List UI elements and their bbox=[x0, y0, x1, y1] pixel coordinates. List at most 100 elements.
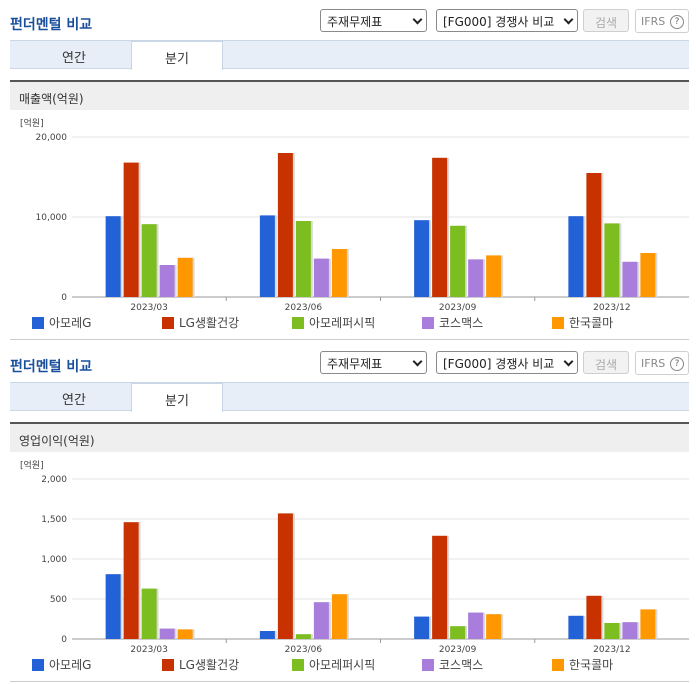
metric-title: 매출액(억원) bbox=[19, 92, 84, 106]
tab-annual[interactable]: 연간 bbox=[62, 393, 86, 408]
bar bbox=[331, 594, 347, 639]
legend-item[interactable]: 코스맥스 bbox=[422, 656, 483, 672]
peer-group-value: [FG000] 경쟁사 비교 bbox=[443, 357, 555, 371]
legend-swatch bbox=[422, 317, 434, 329]
chevron-down-icon bbox=[563, 14, 574, 25]
bar bbox=[468, 259, 484, 297]
bar bbox=[259, 631, 275, 639]
panel-title: 펀더멘털 비교 bbox=[10, 17, 93, 33]
y-tick-label: 0 bbox=[61, 293, 67, 303]
x-tick-label: 2023/06 bbox=[285, 303, 323, 312]
period-tabs: 연간 분기 bbox=[10, 40, 689, 70]
chart-area: [억원] 0 10,000 20,000 2023/03 2023/06 2023/09 20… bbox=[10, 112, 689, 340]
x-tick-label: 2023/09 bbox=[439, 303, 477, 312]
tab-quarterly[interactable]: 분기 bbox=[131, 41, 223, 70]
chevron-down-icon bbox=[412, 356, 423, 367]
legend-label: 코스맥스 bbox=[439, 658, 484, 672]
panel-title: 펀더멘털 비교 bbox=[10, 359, 93, 375]
bar bbox=[177, 629, 193, 639]
legend-label: LG생활건강 bbox=[179, 658, 240, 672]
legend-item[interactable]: LG생활건강 bbox=[162, 314, 239, 330]
legend-label: LG생활건강 bbox=[179, 316, 240, 330]
ifrs-button[interactable]: IFRS ? bbox=[635, 9, 689, 33]
search-button[interactable]: 검색 bbox=[583, 9, 629, 32]
y-tick-label: 1,000 bbox=[41, 555, 67, 565]
bar bbox=[432, 535, 448, 639]
bar bbox=[313, 602, 329, 639]
bar bbox=[123, 522, 139, 639]
x-tick-label: 2023/09 bbox=[439, 645, 477, 654]
metric-header: 영업이익(억원) bbox=[10, 422, 689, 452]
bar-chart: [억원] 0 10,000 20,000 2023/03 2023/06 2023/09 20… bbox=[20, 117, 689, 313]
bar bbox=[450, 626, 466, 639]
legend-swatch bbox=[32, 659, 44, 671]
panel-toolbar: 펀더멘털 비교 주재무제표 [FG000] 경쟁사 비교 검색 IFRS ? bbox=[0, 0, 696, 40]
bar bbox=[141, 224, 157, 297]
bar bbox=[640, 609, 656, 639]
legend-swatch bbox=[552, 659, 564, 671]
bar bbox=[432, 157, 448, 297]
bar bbox=[568, 615, 584, 639]
legend-item[interactable]: 아모레퍼시픽 bbox=[292, 314, 375, 330]
x-tick-label: 2023/12 bbox=[593, 645, 630, 654]
bar bbox=[622, 261, 638, 297]
legend-item[interactable]: 코스맥스 bbox=[422, 314, 483, 330]
statement-type-select[interactable]: 주재무제표 bbox=[320, 9, 427, 32]
legend-swatch bbox=[32, 317, 44, 329]
y-tick-label: 0 bbox=[61, 635, 67, 645]
metric-title: 영업이익(억원) bbox=[19, 434, 95, 448]
statement-type-value: 주재무제표 bbox=[327, 357, 383, 371]
ifrs-button[interactable]: IFRS ? bbox=[635, 351, 689, 375]
tab-annual[interactable]: 연간 bbox=[62, 51, 86, 66]
peer-group-select[interactable]: [FG000] 경쟁사 비교 bbox=[436, 351, 578, 374]
bar bbox=[604, 623, 620, 639]
chart-area: [억원] 0 500 1,000 1,500 2,000 2023/03 2023/06 202… bbox=[10, 454, 689, 682]
bar bbox=[159, 628, 175, 639]
legend-item[interactable]: 한국콜마 bbox=[552, 314, 613, 330]
legend-swatch bbox=[162, 317, 174, 329]
bar bbox=[105, 216, 121, 297]
x-tick-label: 2023/03 bbox=[130, 303, 167, 312]
legend-label: 한국콜마 bbox=[569, 316, 614, 330]
bar bbox=[450, 225, 466, 297]
x-tick-label: 2023/12 bbox=[593, 303, 630, 312]
statement-type-select[interactable]: 주재무제표 bbox=[320, 351, 427, 374]
bar bbox=[295, 221, 311, 297]
fundamental-panel-revenue: 펀더멘털 비교 주재무제표 [FG000] 경쟁사 비교 검색 IFRS ? 연… bbox=[0, 0, 696, 340]
help-icon: ? bbox=[670, 357, 684, 371]
peer-group-select[interactable]: [FG000] 경쟁사 비교 bbox=[436, 9, 578, 32]
panel-toolbar: 펀더멘털 비교 주재무제표 [FG000] 경쟁사 비교 검색 IFRS ? bbox=[0, 342, 696, 382]
bar bbox=[586, 595, 602, 639]
y-tick-label: 10,000 bbox=[36, 213, 68, 223]
unit-label: [억원] bbox=[20, 117, 44, 129]
period-tabs: 연간 분기 bbox=[10, 382, 689, 412]
legend-swatch bbox=[552, 317, 564, 329]
legend-item[interactable]: LG생활건강 bbox=[162, 656, 239, 672]
bar bbox=[486, 255, 502, 297]
legend-item[interactable]: 한국콜마 bbox=[552, 656, 613, 672]
legend-item[interactable]: 아모레G bbox=[32, 314, 91, 330]
legend-item[interactable]: 아모레G bbox=[32, 656, 91, 672]
legend-label: 코스맥스 bbox=[439, 316, 484, 330]
bar bbox=[640, 253, 656, 297]
unit-label: [억원] bbox=[20, 459, 44, 471]
y-tick-label: 20,000 bbox=[36, 133, 68, 143]
bar bbox=[622, 622, 638, 639]
legend-label: 아모레퍼시픽 bbox=[309, 316, 376, 330]
x-tick-label: 2023/06 bbox=[285, 645, 323, 654]
search-button[interactable]: 검색 bbox=[583, 351, 629, 374]
bar bbox=[414, 220, 430, 297]
tab-quarterly[interactable]: 분기 bbox=[131, 383, 223, 412]
y-tick-label: 500 bbox=[50, 595, 67, 605]
bar bbox=[259, 215, 275, 297]
fundamental-panel-operating-profit: 펀더멘털 비교 주재무제표 [FG000] 경쟁사 비교 검색 IFRS ? 연… bbox=[0, 342, 696, 684]
bar bbox=[604, 223, 620, 297]
peer-group-value: [FG000] 경쟁사 비교 bbox=[443, 15, 555, 29]
x-tick-label: 2023/03 bbox=[130, 645, 167, 654]
legend-swatch bbox=[422, 659, 434, 671]
bar bbox=[105, 574, 121, 639]
metric-header: 매출액(억원) bbox=[10, 80, 689, 110]
legend-label: 아모레G bbox=[49, 316, 92, 330]
bar bbox=[277, 153, 293, 297]
legend-item[interactable]: 아모레퍼시픽 bbox=[292, 656, 375, 672]
